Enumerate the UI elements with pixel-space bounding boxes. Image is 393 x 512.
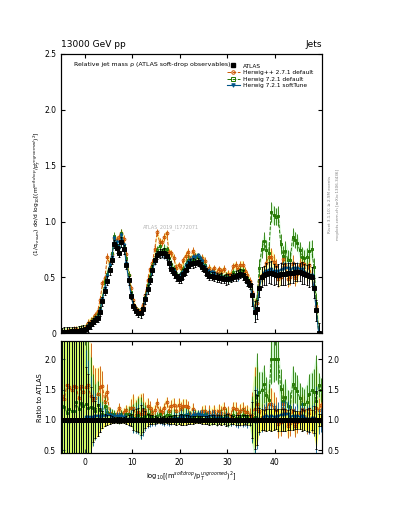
Text: 13000 GeV pp: 13000 GeV pp <box>61 39 126 49</box>
Text: Jets: Jets <box>306 39 322 49</box>
Text: ATLAS_2019_I1772071: ATLAS_2019_I1772071 <box>143 224 199 230</box>
Text: Relative jet mass ρ (ATLAS soft-drop observables): Relative jet mass ρ (ATLAS soft-drop obs… <box>74 62 230 67</box>
Text: Rivet 3.1.10; ≥ 2.9M events: Rivet 3.1.10; ≥ 2.9M events <box>328 176 332 233</box>
Y-axis label: Ratio to ATLAS: Ratio to ATLAS <box>37 373 42 421</box>
X-axis label: log$_{10}$[(m$^{soft drop}$/p$_T^{ungroomed}$)$^2$]: log$_{10}$[(m$^{soft drop}$/p$_T^{ungroo… <box>146 470 237 483</box>
Text: mcplots.cern.ch [arXiv:1306.3436]: mcplots.cern.ch [arXiv:1306.3436] <box>336 169 340 240</box>
Y-axis label: (1/σ$_{resum}$) dσ/d log$_{10}$[(m$^{soft drop}$/p$_T^{ungroomed}$)$^2$]: (1/σ$_{resum}$) dσ/d log$_{10}$[(m$^{sof… <box>31 131 42 256</box>
Legend: ATLAS, Herwig++ 2.7.1 default, Herwig 7.2.1 default, Herwig 7.2.1 softTune: ATLAS, Herwig++ 2.7.1 default, Herwig 7.… <box>226 62 314 89</box>
